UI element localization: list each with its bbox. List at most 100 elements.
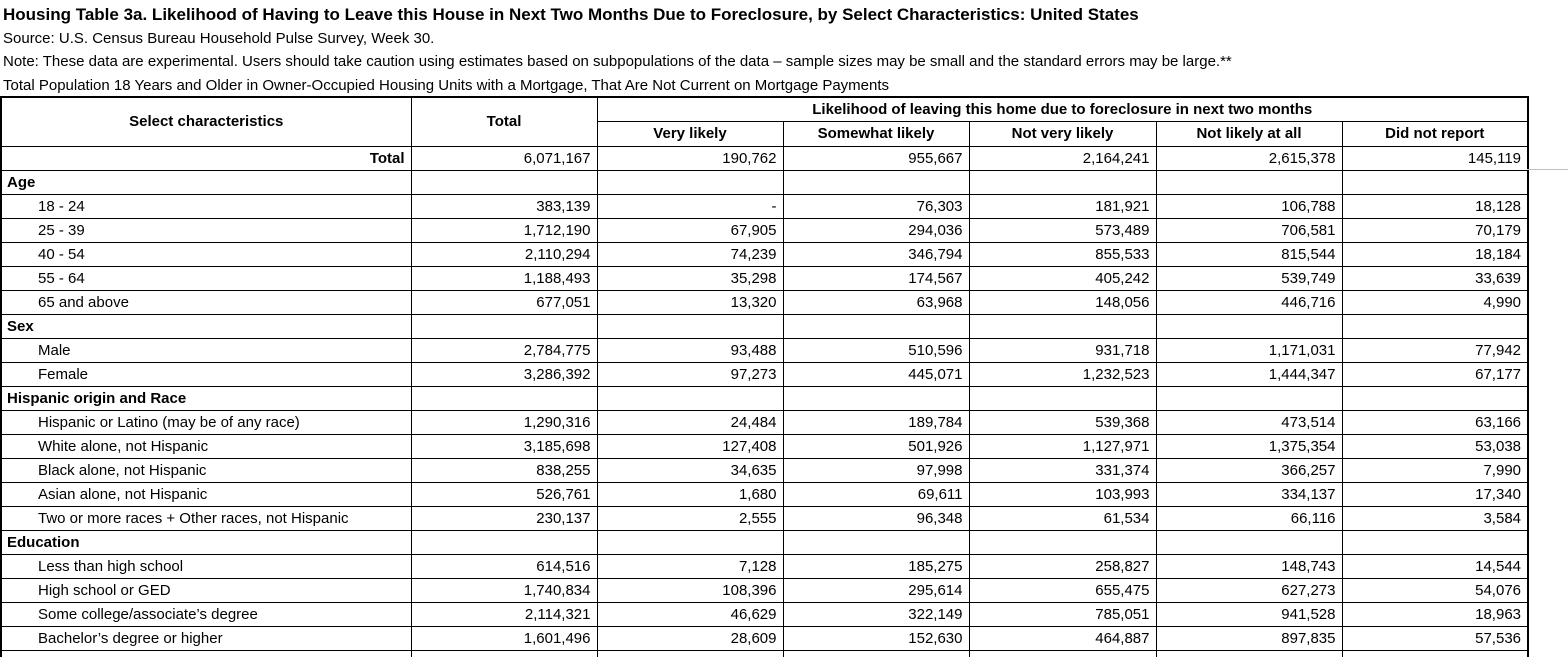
row-label: Two or more races + Other races, not His… bbox=[0, 505, 412, 531]
cell-value: 405,242 bbox=[968, 265, 1157, 291]
cell-value: 96,348 bbox=[782, 505, 970, 531]
row-label: Age bbox=[0, 169, 412, 195]
cell-value: 383,139 bbox=[410, 193, 598, 219]
col-header-not-very-likely: Not very likely bbox=[968, 120, 1157, 147]
cell-value bbox=[1155, 169, 1343, 195]
table-row: Black alone, not Hispanic 838,255 34,635 97… bbox=[0, 457, 1529, 483]
cell-value: 1,375,354 bbox=[1155, 433, 1343, 459]
cell-value bbox=[410, 385, 598, 411]
cell-value bbox=[968, 169, 1157, 195]
cell-value: 526,761 bbox=[410, 481, 598, 507]
cell-value: 614,516 bbox=[410, 553, 598, 579]
cell-value: 1,444,347 bbox=[1155, 361, 1343, 387]
row-label: Education bbox=[0, 529, 412, 555]
cell-value: 539,368 bbox=[968, 409, 1157, 435]
cell-value: 3,185,698 bbox=[410, 433, 598, 459]
cell-value bbox=[782, 529, 970, 555]
cell-value: 1,290,316 bbox=[410, 409, 598, 435]
table-row: Bachelor’s degree or higher 1,601,496 28,6… bbox=[0, 625, 1529, 651]
cell-value bbox=[1155, 649, 1343, 657]
note-line: Note: These data are experimental. Users… bbox=[3, 53, 1232, 70]
cell-value: 855,533 bbox=[968, 241, 1157, 267]
row-label: 65 and above bbox=[0, 289, 412, 315]
cell-value: 573,489 bbox=[968, 217, 1157, 243]
cell-value: 66,116 bbox=[1155, 505, 1343, 531]
cell-value bbox=[1155, 529, 1343, 555]
col-header-select-characteristics: Select characteristics bbox=[0, 96, 412, 147]
table-row: Male 2,784,775 93,488 510,596 931,718 1,171,0… bbox=[0, 337, 1529, 363]
cell-value: 76,303 bbox=[782, 193, 970, 219]
cell-value: 127,408 bbox=[596, 433, 784, 459]
cell-value: 46,629 bbox=[596, 601, 784, 627]
cell-value: 106,788 bbox=[1155, 193, 1343, 219]
cell-value: 18,128 bbox=[1341, 193, 1529, 219]
cell-value: 1,188,493 bbox=[410, 265, 598, 291]
table-row: High school or GED 1,740,834 108,396 295,61… bbox=[0, 577, 1529, 603]
cell-value: 1,127,971 bbox=[968, 433, 1157, 459]
row-label: 40 - 54 bbox=[0, 241, 412, 267]
cell-value: 67,905 bbox=[596, 217, 784, 243]
cell-value: 33,639 bbox=[1341, 265, 1529, 291]
cell-value: 190,762 bbox=[596, 145, 784, 171]
cell-value: 931,718 bbox=[968, 337, 1157, 363]
cell-value bbox=[410, 529, 598, 555]
cell-value: 897,835 bbox=[1155, 625, 1343, 651]
cell-value bbox=[1341, 313, 1529, 339]
row-label bbox=[0, 649, 412, 657]
cell-value: 501,926 bbox=[782, 433, 970, 459]
cell-value: 108,396 bbox=[596, 577, 784, 603]
cell-value: 67,177 bbox=[1341, 361, 1529, 387]
cell-value: 2,110,294 bbox=[410, 241, 598, 267]
row-label: Hispanic or Latino (may be of any race) bbox=[0, 409, 412, 435]
cell-value: 295,614 bbox=[782, 577, 970, 603]
cell-value: 148,056 bbox=[968, 289, 1157, 315]
row-label: Male bbox=[0, 337, 412, 363]
cell-value bbox=[1155, 385, 1343, 411]
cell-value: 1,232,523 bbox=[968, 361, 1157, 387]
cell-value: 69,611 bbox=[782, 481, 970, 507]
cell-value: 2,114,321 bbox=[410, 601, 598, 627]
cell-value bbox=[968, 529, 1157, 555]
cell-value: 510,596 bbox=[782, 337, 970, 363]
cell-value: 627,273 bbox=[1155, 577, 1343, 603]
col-header-did-not-report: Did not report bbox=[1341, 120, 1529, 147]
cell-value: 785,051 bbox=[968, 601, 1157, 627]
cell-value bbox=[782, 169, 970, 195]
cell-value bbox=[596, 529, 784, 555]
table-row: 65 and above 677,051 13,320 63,968 148,056 44… bbox=[0, 289, 1529, 315]
col-header-total: Total bbox=[410, 96, 598, 147]
row-label: Total bbox=[0, 145, 412, 171]
col-header-not-likely-at-all: Not likely at all bbox=[1155, 120, 1343, 147]
cell-value: 322,149 bbox=[782, 601, 970, 627]
cell-value bbox=[968, 649, 1157, 657]
table-row: Some college/associate’s degree 2,114,321… bbox=[0, 601, 1529, 627]
cell-value: 93,488 bbox=[596, 337, 784, 363]
cell-value: 145,119 bbox=[1341, 145, 1529, 171]
cell-value: 54,076 bbox=[1341, 577, 1529, 603]
cell-value bbox=[968, 313, 1157, 339]
row-label: High school or GED bbox=[0, 577, 412, 603]
section-row: Hispanic origin and Race bbox=[0, 385, 1529, 411]
cell-value: 61,534 bbox=[968, 505, 1157, 531]
cell-value: 97,273 bbox=[596, 361, 784, 387]
cell-value: 4,990 bbox=[1341, 289, 1529, 315]
table-row: 55 - 64 1,188,493 35,298 174,567 405,242 539,… bbox=[0, 265, 1529, 291]
cell-value: 53,038 bbox=[1341, 433, 1529, 459]
table-row: Female 3,286,392 97,273 445,071 1,232,523 1,4… bbox=[0, 361, 1529, 387]
cell-value: 74,239 bbox=[596, 241, 784, 267]
table-row: Asian alone, not Hispanic 526,761 1,680 69,… bbox=[0, 481, 1529, 507]
cell-value bbox=[782, 385, 970, 411]
table-row: Less than high school 614,516 7,128 185,275… bbox=[0, 553, 1529, 579]
row-label: Some college/associate’s degree bbox=[0, 601, 412, 627]
cell-value: 3,286,392 bbox=[410, 361, 598, 387]
row-label: 25 - 39 bbox=[0, 217, 412, 243]
cell-value: 294,036 bbox=[782, 217, 970, 243]
cell-value bbox=[410, 313, 598, 339]
row-label: Hispanic origin and Race bbox=[0, 385, 412, 411]
cell-value: 148,743 bbox=[1155, 553, 1343, 579]
cell-value: 77,942 bbox=[1341, 337, 1529, 363]
cell-value bbox=[410, 649, 598, 657]
cell-value bbox=[1341, 385, 1529, 411]
table-row: 40 - 54 2,110,294 74,239 346,794 855,533 815,… bbox=[0, 241, 1529, 267]
cell-value: 97,998 bbox=[782, 457, 970, 483]
